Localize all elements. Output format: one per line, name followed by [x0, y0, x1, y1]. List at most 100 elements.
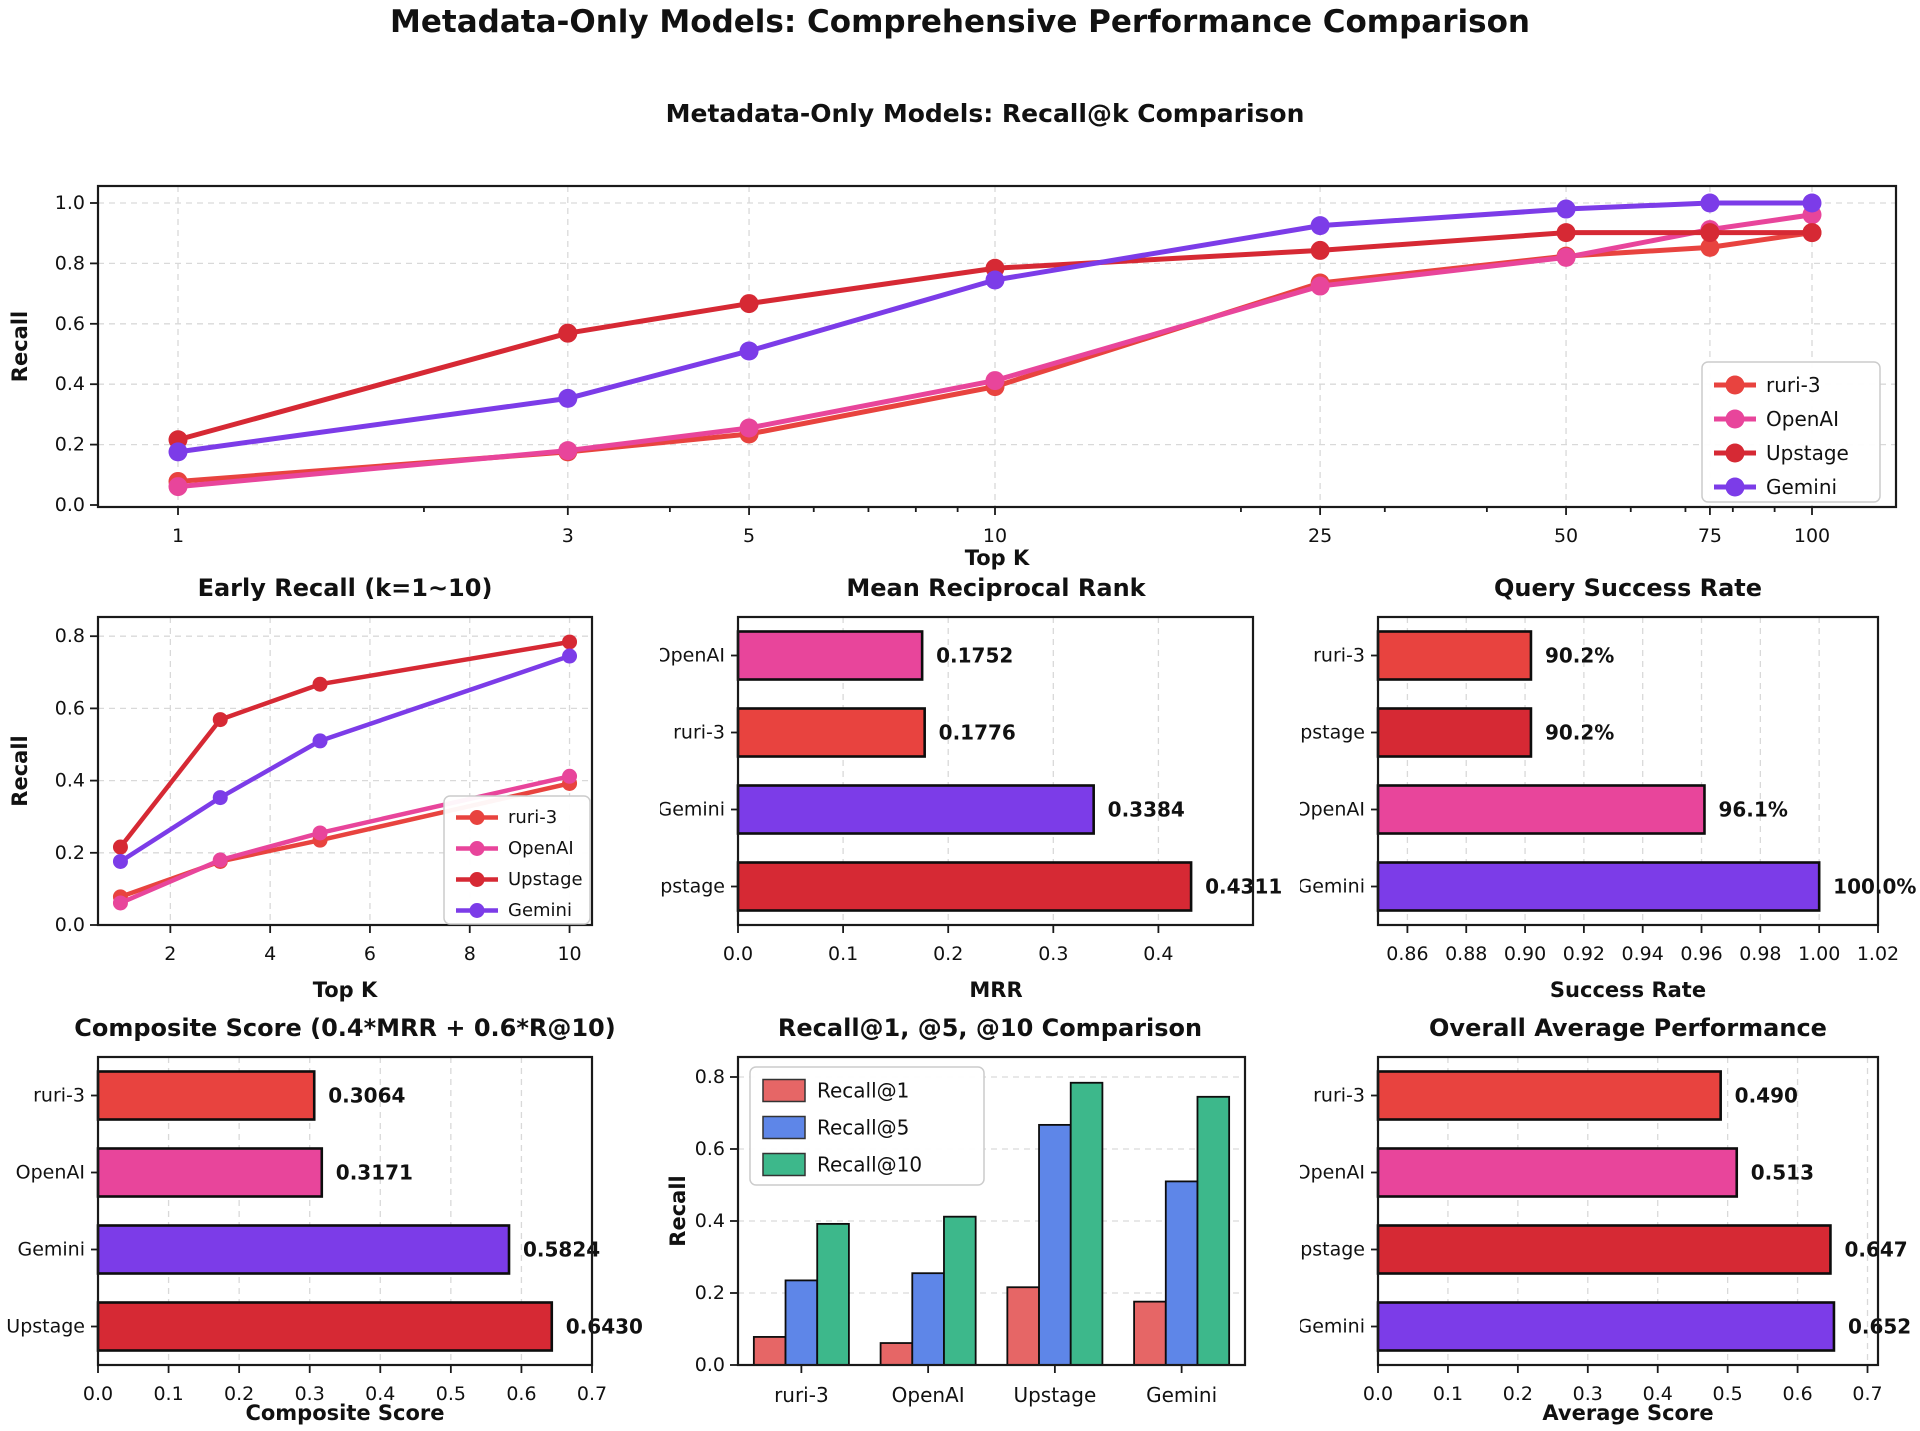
bar-Upstage-Recall@1 [1006, 1286, 1040, 1366]
bar-Upstage-Recall@10 [1069, 1081, 1104, 1366]
legend-swatch-Recall@5 [762, 1115, 806, 1140]
plot-border [1376, 615, 1880, 927]
bar-category-ruri-3: ruri-3 [33, 1085, 85, 1107]
bar-Upstage [96, 1301, 554, 1352]
bar-Gemini [736, 784, 1095, 835]
bar-Gemini [1376, 861, 1821, 912]
svg-text:0.1: 0.1 [828, 943, 858, 965]
svg-text:3: 3 [562, 525, 574, 547]
svg-text:0.7: 0.7 [1852, 1383, 1882, 1405]
bar-OpenAI [736, 630, 924, 681]
legend-label-OpenAI: OpenAI [1766, 407, 1839, 431]
axes: 0.0 0.1 0.2 0.3 0.4 0.5 0.6 0.7 Average Score [1363, 1365, 1883, 1425]
bar-value-Gemini: 0.652 [1848, 1315, 1911, 1339]
svg-text:0.0: 0.0 [83, 1383, 113, 1405]
bar-Upstage-Recall@5 [1038, 1123, 1072, 1366]
svg-text:0.5: 0.5 [436, 1383, 466, 1405]
svg-text:0.88: 0.88 [1445, 943, 1487, 965]
chart-mean-reciprocal-rank: Mean Reciprocal Rank 0.1752 OpenAI 0.1776 ru… [660, 574, 1282, 1002]
bar-category-ruri-3: ruri-3 [1313, 645, 1365, 667]
bar-category-Gemini: Gemini [660, 799, 725, 821]
bar-OpenAI-Recall@5 [911, 1272, 945, 1366]
bar-category-OpenAI: OpenAI [1300, 1162, 1365, 1184]
svg-text:0.4: 0.4 [365, 1383, 395, 1405]
x-axis-label: Average Score [1542, 1401, 1713, 1425]
svg-text:1.02: 1.02 [1857, 943, 1899, 965]
chart-title: Composite Score (0.4*MRR + 0.6*R@10) [74, 1014, 615, 1042]
bar-category-OpenAI: OpenAI [16, 1162, 85, 1184]
svg-text:0.3: 0.3 [1038, 943, 1068, 965]
bar-ruri-3-Recall@5 [784, 1279, 819, 1366]
bar-category-Gemini: Gemini [1300, 876, 1365, 898]
bar-value-Gemini: 100.0% [1833, 875, 1916, 899]
legend-label-Recall@10: Recall@10 [817, 1153, 922, 1177]
y-axis-label: Recall [8, 311, 32, 382]
svg-text:0.1: 0.1 [153, 1383, 183, 1405]
svg-text:0.3: 0.3 [1573, 1383, 1603, 1405]
svg-text:0.2: 0.2 [695, 1282, 725, 1304]
gridlines [98, 617, 592, 925]
bar-OpenAI [1376, 784, 1706, 835]
bar-ruri-3 [96, 1070, 316, 1121]
bar-OpenAI-Recall@1 [879, 1342, 914, 1366]
svg-text:0.4: 0.4 [55, 373, 85, 395]
axes: 0.0 0.2 0.4 0.6 0.8 2 4 6 8 10 Top K Recall [8, 625, 582, 1002]
chart-early-recall: Early Recall (k=1~10) 0.0 0.2 0.4 0.6 0.8 2 4 6 8… [8, 574, 594, 1002]
group-label-Gemini: Gemini [1146, 1383, 1217, 1407]
svg-text:0.6: 0.6 [55, 697, 85, 719]
x-axis-label: Success Rate [1550, 978, 1706, 1002]
chart-composite-score: Composite Score (0.4*MRR + 0.6*R@10) 0.3 0… [6, 1014, 643, 1425]
bar-category-OpenAI: OpenAI [1300, 799, 1365, 821]
svg-text:0.92: 0.92 [1563, 943, 1605, 965]
svg-text:75: 75 [1698, 525, 1722, 547]
bar-ruri-3-Recall@10 [816, 1222, 850, 1366]
x-axis-label: Top K [313, 978, 378, 1002]
gridlines [738, 1076, 1245, 1294]
svg-text:0.8: 0.8 [55, 625, 85, 647]
bar-Upstage [1376, 707, 1533, 758]
legend-label-OpenAI: OpenAI [508, 838, 574, 859]
chart-title: Recall@1, @5, @10 Comparison [778, 1014, 1202, 1042]
bar-ruri-3-Recall@1 [752, 1336, 787, 1366]
page-title: Metadata-Only Models: Comprehensive Perf… [390, 4, 1530, 40]
legend-marker-Gemini [1725, 477, 1745, 497]
legend-marker-Upstage [469, 872, 485, 887]
chart-recall-at-k: Metadata-Only Models: Recall@k Compariso… [8, 99, 1898, 570]
legend-marker-OpenAI [469, 841, 485, 856]
svg-text:0.86: 0.86 [1386, 943, 1428, 965]
svg-text:0.96: 0.96 [1680, 943, 1722, 965]
bar-value-ruri-3: 0.490 [1735, 1084, 1798, 1108]
legend-marker-OpenAI [1725, 409, 1745, 429]
svg-text:0.0: 0.0 [1363, 1383, 1393, 1405]
legend-label-Recall@5: Recall@5 [817, 1116, 909, 1140]
svg-text:0.7: 0.7 [577, 1383, 607, 1405]
bar-Gemini [1376, 1301, 1836, 1352]
chart-title: Query Success Rate [1494, 574, 1762, 602]
y-axis-label: Recall [8, 735, 32, 806]
svg-text:0.4: 0.4 [55, 770, 85, 792]
chart-title: Overall Average Performance [1429, 1014, 1827, 1042]
legend-label-Gemini: Gemini [1766, 475, 1837, 499]
legend-label-Upstage: Upstage [508, 869, 583, 890]
svg-text:0.8: 0.8 [695, 1066, 725, 1088]
axes: 0.0 0.1 0.2 0.3 0.4 MRR [723, 925, 1174, 1002]
svg-text:0.6: 0.6 [506, 1383, 536, 1405]
svg-text:0.2: 0.2 [1503, 1383, 1533, 1405]
series-Gemini [168, 193, 1822, 462]
chart-recall-comparison: Recall@1, @5, @10 Comparison 0.0 0.2 0.4 0.6… [666, 1014, 1247, 1407]
legend-marker-ruri-3 [1725, 375, 1745, 395]
chart-title: Early Recall (k=1~10) [198, 574, 493, 602]
bar-value-OpenAI: 0.3171 [336, 1161, 413, 1185]
bar-ruri-3 [1376, 1070, 1722, 1121]
legend-swatch-Recall@10 [762, 1152, 806, 1177]
group-label-Upstage: Upstage [1013, 1383, 1096, 1407]
group-label-ruri-3: ruri-3 [774, 1383, 829, 1407]
svg-text:0.3: 0.3 [295, 1383, 325, 1405]
svg-text:0.0: 0.0 [695, 1354, 725, 1376]
bar-ruri-3 [1376, 630, 1533, 681]
chart-title: Metadata-Only Models: Recall@k Compariso… [666, 99, 1305, 128]
svg-text:0.90: 0.90 [1504, 943, 1546, 965]
axes: 0.0 0.2 0.4 0.6 0.8 Recall ruri-3 OpenAI Upstage… [666, 1066, 1217, 1407]
bar-category-Gemini: Gemini [17, 1239, 85, 1261]
chart-overall-average: Overall Average Performance 0.490 ruri-3 0.… [1300, 1014, 1911, 1425]
